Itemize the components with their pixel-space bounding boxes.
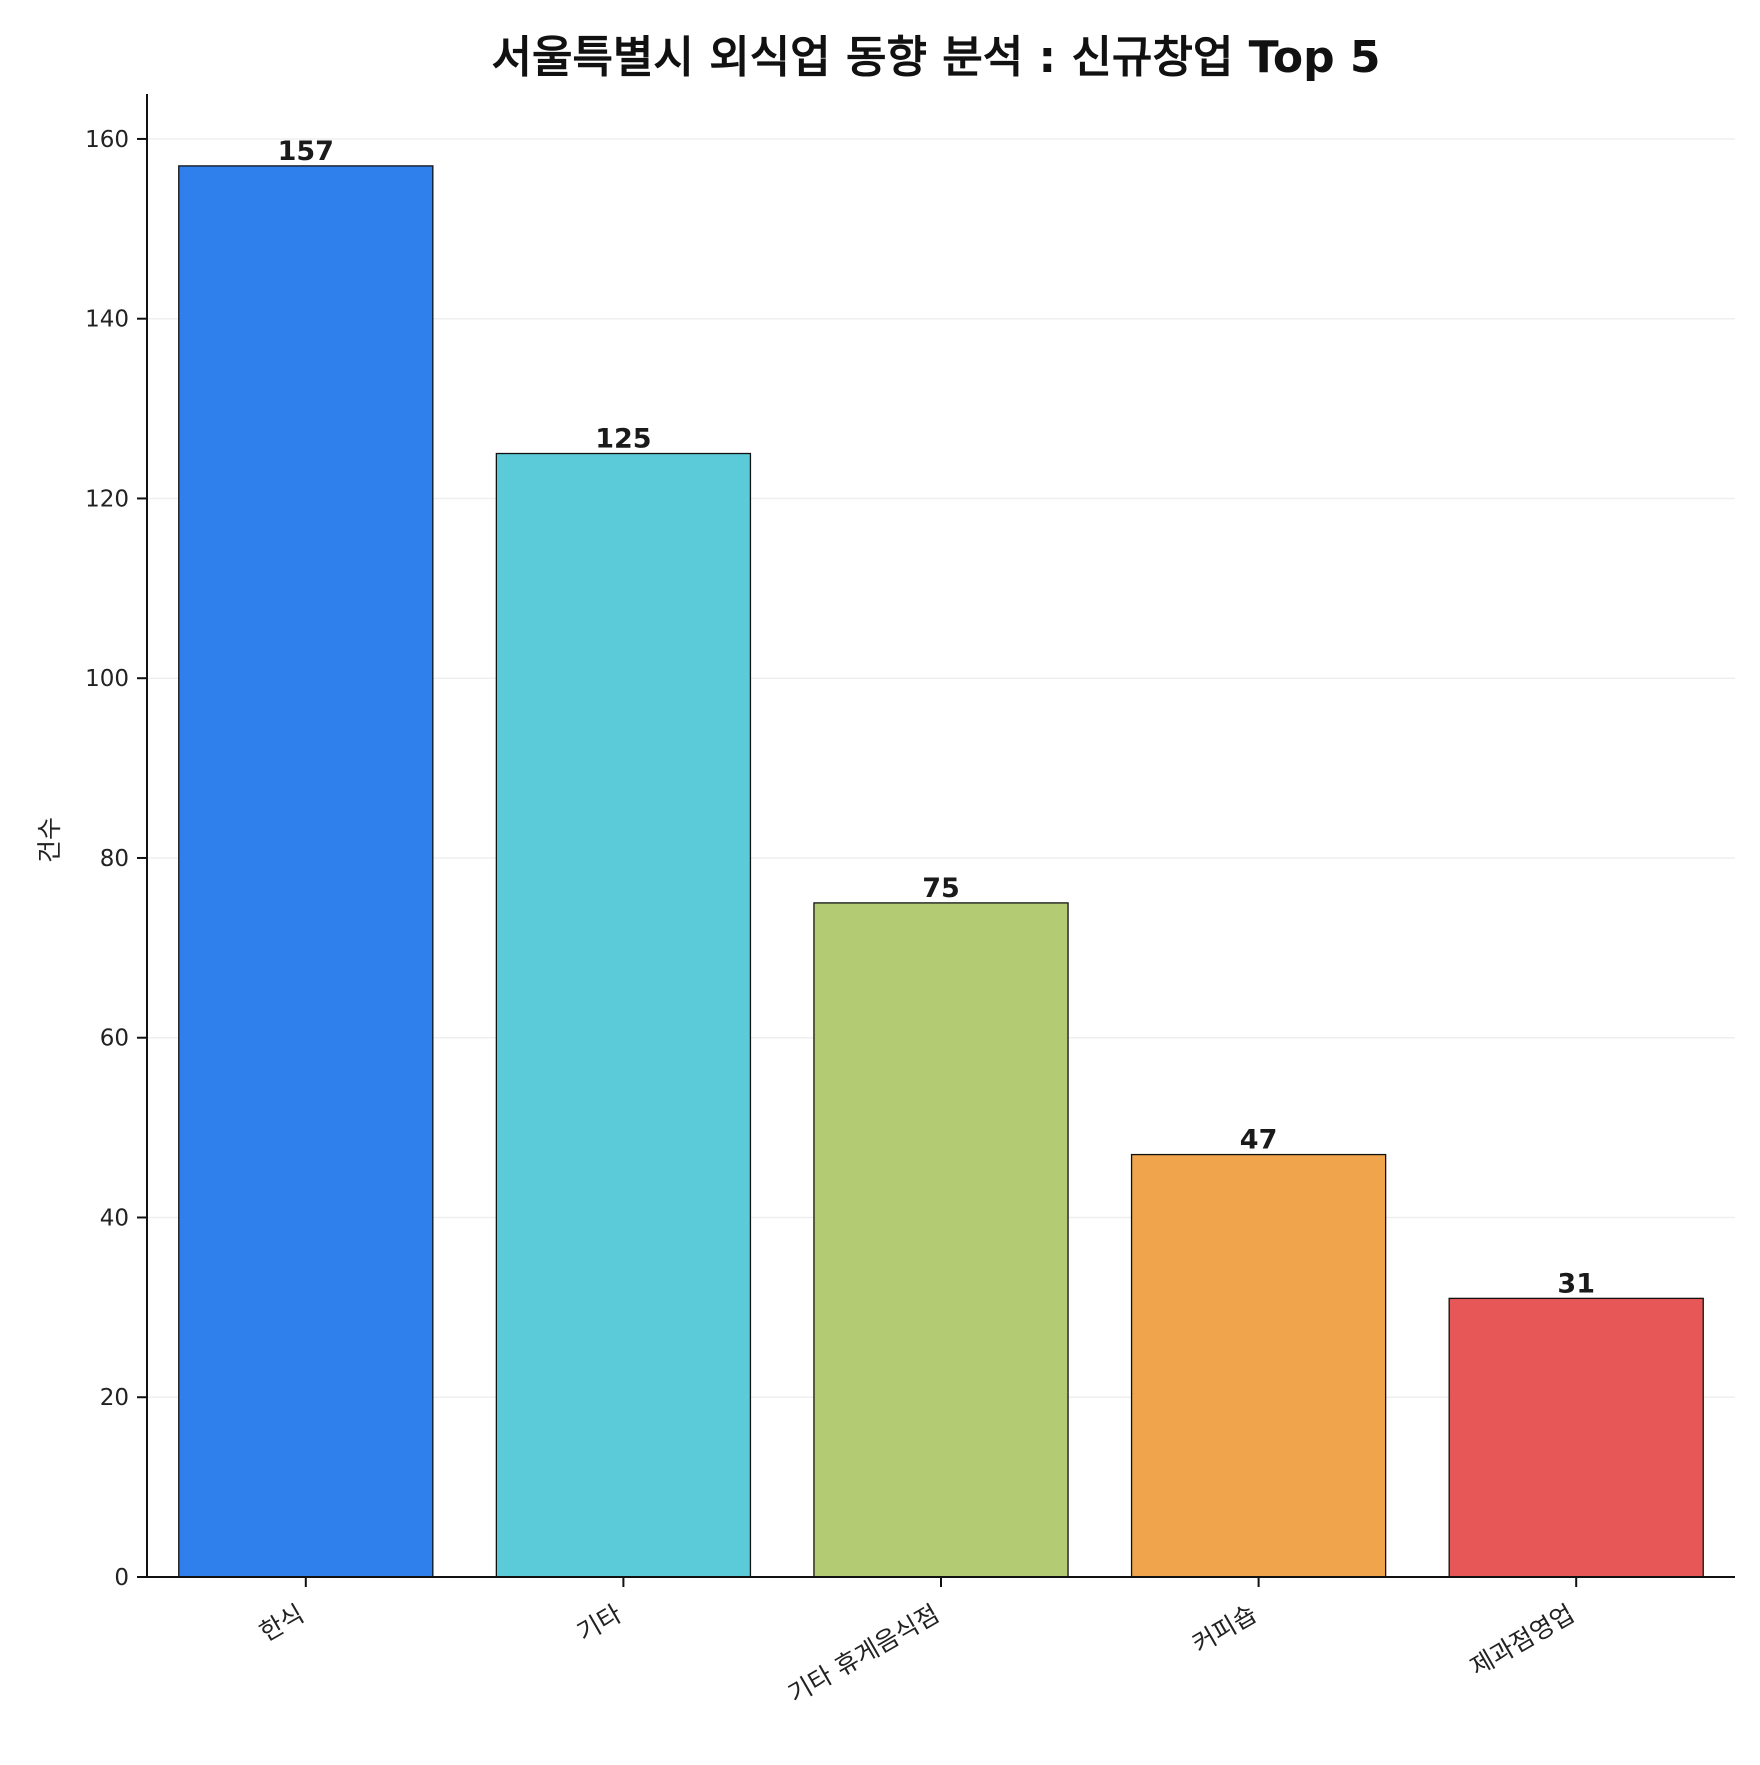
y-tick-label: 160 — [85, 127, 129, 153]
chart-title: 서울특별시 외식업 동향 분석 : 신규창업 Top 5 — [491, 32, 1380, 83]
x-ticks: 한식 기타 기타 휴게음식점 커피숍 제과점영업 — [254, 1577, 1579, 1709]
bar-value-label: 47 — [1240, 1125, 1278, 1156]
y-tick-label: 0 — [114, 1565, 129, 1591]
y-ticks: 0 20 40 60 80 100 120 140 160 — [85, 127, 147, 1591]
y-tick-label: 100 — [85, 666, 129, 692]
x-tick-label: 기타 휴게음식점 — [783, 1599, 944, 1709]
x-tick-label: 커피숍 — [1187, 1599, 1261, 1659]
y-axis-label: 건수 — [35, 817, 64, 863]
bar — [178, 165, 434, 1578]
y-tick-label: 80 — [100, 846, 129, 872]
bar — [813, 902, 1069, 1578]
y-tick-label: 60 — [100, 1026, 129, 1052]
x-tick-label: 기타 — [572, 1599, 626, 1647]
y-tick-label: 40 — [100, 1205, 129, 1231]
y-tick-label: 120 — [85, 486, 129, 512]
x-tick-label: 제과점영업 — [1465, 1599, 1579, 1682]
bar — [1130, 1153, 1387, 1578]
bar — [495, 452, 752, 1578]
y-tick-label: 140 — [85, 307, 129, 333]
bar — [1448, 1297, 1704, 1578]
x-tick-label: 한식 — [254, 1599, 308, 1647]
bar-value-label: 31 — [1557, 1268, 1595, 1299]
bar-value-label: 75 — [922, 873, 960, 904]
bar-value-label: 125 — [595, 424, 651, 455]
bar-value-labels: 157 125 75 47 31 — [278, 136, 1595, 1299]
bar-value-label: 157 — [278, 136, 334, 167]
y-tick-label: 20 — [100, 1385, 129, 1411]
bars — [178, 165, 1704, 1578]
